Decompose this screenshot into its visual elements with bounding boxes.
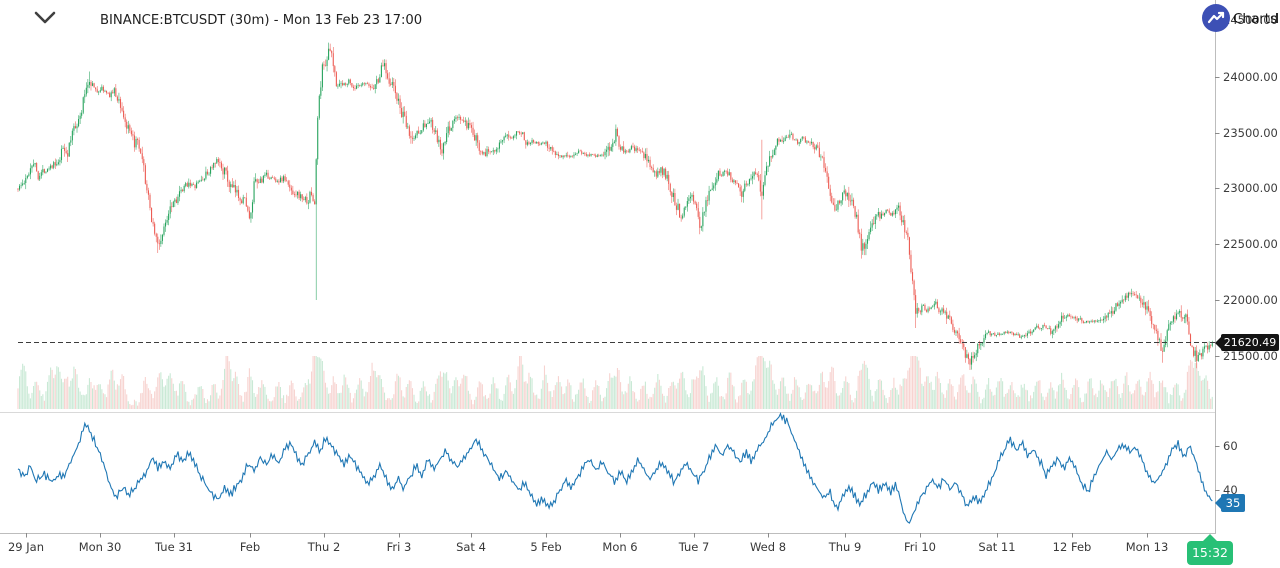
price-axis-label: 23000.00: [1223, 181, 1278, 195]
date-axis-label: Fri 10: [904, 540, 936, 554]
price-axis-label: 24000.00: [1223, 70, 1278, 84]
last-price-value: 21620.49: [1223, 336, 1277, 349]
date-axis-label: Feb: [239, 540, 261, 554]
date-axis-label: Tue 31: [155, 540, 193, 554]
charts-watermark[interactable]: Charts: [1200, 2, 1280, 36]
date-axis-label: 5 Feb: [530, 540, 562, 554]
date-axis-label: Tue 7: [678, 540, 710, 554]
date-axis-label: Sat 4: [456, 540, 486, 554]
date-axis-label: Mon 30: [78, 540, 122, 554]
date-axis-label: 29 Jan: [7, 540, 45, 554]
price-axis-label: 22500.00: [1223, 237, 1278, 251]
price-axis-label: 23500.00: [1223, 126, 1278, 140]
watermark-label: Charts: [1233, 11, 1278, 27]
date-axis-label: Thu 2: [307, 540, 341, 554]
date-axis-label: 12 Feb: [1052, 540, 1092, 554]
watermark-clipped-glyph: [1276, 13, 1278, 23]
date-axis-label: Mon 6: [602, 540, 638, 554]
date-axis-label: Mon 13: [1125, 540, 1169, 554]
price-axis-label: 60: [1223, 439, 1238, 453]
price-axis-label: 40: [1223, 483, 1238, 497]
trend-line-icon: [1202, 4, 1230, 32]
date-axis-label: Thu 9: [828, 540, 862, 554]
last-price-tag: 21620.49: [1215, 334, 1279, 351]
price-axis-label: 24500.00: [1223, 13, 1278, 27]
chart-title: BINANCE:BTCUSDT (30m) - Mon 13 Feb 23 17…: [100, 13, 423, 28]
rsi-value: 35: [1225, 496, 1241, 510]
rsi-value-tag: 35: [1215, 494, 1245, 512]
date-axis-label: Sat 11: [978, 540, 1016, 554]
last-time-value: 15:32: [1191, 545, 1229, 560]
price-axis-label: 21500.00: [1223, 349, 1278, 363]
date-axis-label: Wed 8: [749, 540, 787, 554]
chevron-down-icon[interactable]: [29, 5, 61, 33]
last-time-tag: 15:32: [1187, 534, 1233, 565]
price-axis-label: 22000.00: [1223, 293, 1278, 307]
date-axis-label: Fri 3: [386, 540, 412, 554]
